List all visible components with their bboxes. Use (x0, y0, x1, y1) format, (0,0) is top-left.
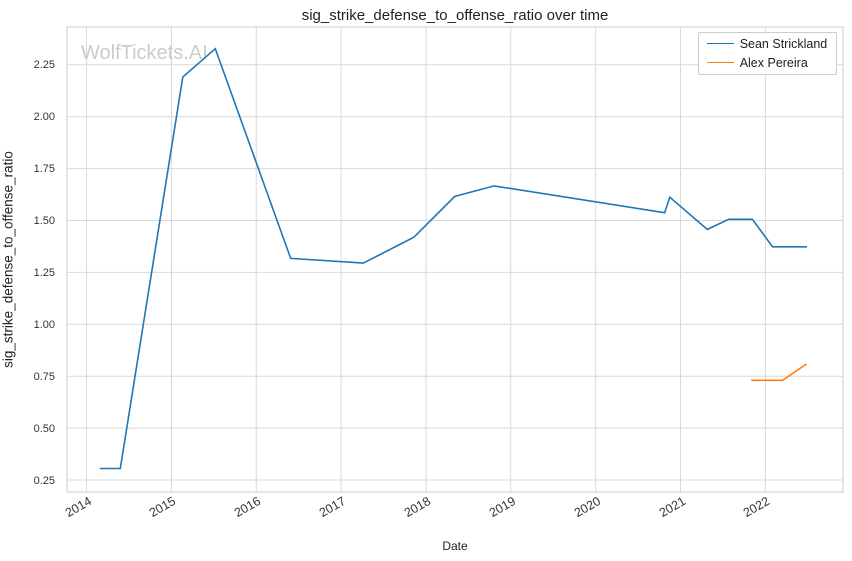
svg-text:WolfTickets.AI: WolfTickets.AI (81, 42, 208, 64)
